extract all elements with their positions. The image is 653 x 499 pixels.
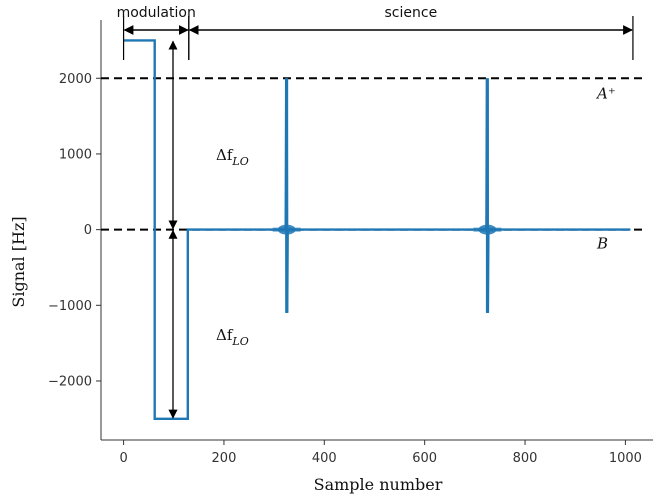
y-tick-label: 1000	[59, 147, 92, 162]
x-tick-label: 600	[412, 451, 437, 466]
reference-line-label-2: B	[596, 235, 608, 253]
y-tick-label: 2000	[59, 72, 92, 87]
x-tick-label: 0	[119, 451, 127, 466]
y-axis-label: Signal [Hz]	[9, 216, 28, 307]
span-label-1: modulation	[117, 5, 196, 21]
y-tick-label: −1000	[48, 299, 92, 314]
reference-line-label-1: A⁺	[595, 84, 616, 102]
data-series-1	[123, 39, 631, 420]
x-tick-label: 1000	[609, 451, 642, 466]
x-tick-label: 400	[312, 451, 337, 466]
y-tick-label: −2000	[48, 374, 92, 389]
x-tick-label: 200	[212, 451, 237, 466]
span-label-2: science	[385, 5, 438, 21]
y-tick-label: 0	[84, 223, 92, 238]
delta-label-1: ΔfLO	[216, 146, 249, 168]
delta-label-2: ΔfLO	[216, 326, 249, 348]
x-axis-label: Sample number	[314, 475, 443, 494]
x-tick-label: 800	[513, 451, 538, 466]
